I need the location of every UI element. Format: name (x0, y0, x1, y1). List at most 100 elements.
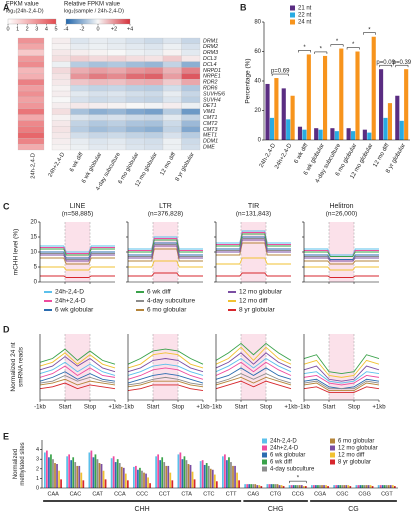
panel-subtitle: (n=131,843) (236, 211, 271, 218)
column-label: 8 yr globular (175, 152, 196, 183)
heatmap-cell (88, 37, 108, 44)
highlight-region (241, 334, 266, 400)
x-tick-label: Start (235, 405, 248, 411)
heatmap-cell (181, 120, 201, 127)
highlight-region (153, 222, 178, 282)
colorbar-tick-label: +4 (127, 26, 133, 32)
heatmap-cell (17, 73, 45, 80)
bar (333, 485, 335, 488)
y-tick-label: 4 (36, 447, 39, 453)
heatmap-cell (51, 120, 71, 127)
bar (230, 462, 232, 488)
heatmap-cell (51, 79, 71, 86)
bar (290, 95, 295, 140)
bar (306, 54, 311, 141)
series-line (39, 356, 116, 373)
heatmap-cell (125, 43, 145, 50)
legend-swatch (290, 19, 295, 25)
heatmap-cell (70, 85, 90, 92)
bar (215, 481, 218, 488)
bar (133, 466, 135, 488)
bar (282, 486, 285, 488)
heatmap-cell (125, 55, 145, 62)
legend-label: 21 nt (298, 6, 312, 12)
heatmap-cell (125, 120, 145, 127)
legend-swatch (330, 445, 335, 451)
bar (361, 485, 364, 488)
series-line (128, 239, 203, 253)
bar (311, 485, 313, 488)
heatmap-cell (162, 61, 182, 68)
bar (379, 485, 382, 488)
y-tick-label: 1 (36, 476, 39, 482)
column-label: 24h+2,4-D (47, 152, 66, 179)
bracket (289, 480, 307, 484)
bar (362, 129, 367, 140)
series-line (303, 380, 380, 390)
panel-letter: B (240, 2, 247, 12)
panel-title: LINE (70, 203, 86, 210)
series-line (304, 260, 379, 265)
bar (296, 485, 299, 488)
heatmap-cell (125, 67, 145, 74)
x-tick-label: CGT (381, 491, 393, 497)
bar (367, 132, 372, 140)
bar (78, 465, 81, 488)
series-line (215, 342, 292, 361)
heatmap-cell (181, 79, 201, 86)
series-line (304, 248, 379, 256)
series-line (128, 245, 203, 259)
bar (126, 480, 129, 488)
x-tick-label: -1kb (34, 405, 46, 411)
bar (193, 479, 196, 488)
colorbar-subtitle: log₂(sample / 24h-2,4-D) (64, 8, 124, 14)
bar (393, 486, 396, 488)
panel-subtitle: (n=58,885) (62, 211, 94, 218)
bar (76, 465, 79, 488)
heatmap-cell (51, 108, 71, 115)
heatmap-cell (88, 79, 108, 86)
heatmap-cell (162, 120, 182, 127)
heatmap-cell (17, 144, 45, 151)
bar (339, 48, 344, 140)
bar (395, 95, 400, 140)
colorbar-tick-label: 3 (35, 26, 38, 32)
x-tick-label: +1kb (284, 405, 298, 411)
bar (357, 485, 360, 488)
heatmap-cell (88, 132, 108, 139)
heatmap-cell (88, 55, 108, 62)
heatmap-cell (162, 126, 182, 133)
series-line (215, 357, 292, 373)
bar (224, 454, 226, 488)
x-tick-label: CAG (247, 491, 259, 497)
series-line (40, 257, 115, 265)
bar (165, 465, 168, 488)
heatmap-cell (70, 114, 90, 121)
series-line (40, 251, 115, 259)
bar (288, 485, 291, 488)
x-tick-label: +1kb (108, 405, 122, 411)
colorbar-title: Relative FPKM value (64, 2, 121, 8)
x-tick-label: Start (59, 405, 72, 411)
legend-swatch (330, 452, 335, 458)
y-tick-label: 20 (254, 108, 261, 114)
series-line (127, 348, 204, 365)
bar (365, 485, 368, 488)
panel-title: TIR (248, 203, 259, 210)
bar (82, 480, 85, 488)
highlight-region (241, 222, 266, 282)
heatmap-cell (125, 79, 145, 86)
series-line (303, 382, 380, 392)
bar (315, 485, 317, 488)
series-line (304, 254, 379, 260)
heatmap-cell (162, 144, 182, 151)
bar (280, 485, 283, 488)
bar (116, 459, 119, 488)
x-tick-label: CTA (181, 491, 192, 497)
bar (246, 484, 249, 488)
heatmap-cell (88, 73, 108, 80)
heatmap-cell (125, 138, 145, 145)
heatmap-cell (51, 49, 71, 56)
colorbar (65, 18, 131, 25)
legend-label: 12 mo globular (338, 446, 378, 452)
